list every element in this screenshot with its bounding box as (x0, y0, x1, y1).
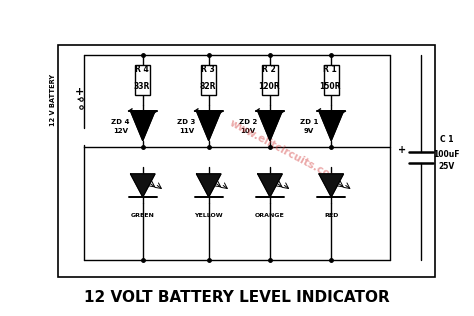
Text: www.elitcircuits.com: www.elitcircuits.com (228, 118, 341, 185)
Bar (135, 65, 150, 95)
Polygon shape (130, 111, 155, 141)
Text: R 3: R 3 (201, 65, 215, 74)
Text: 82R: 82R (200, 82, 216, 91)
Bar (263, 65, 277, 95)
Text: R 1: R 1 (323, 65, 337, 74)
Polygon shape (319, 174, 344, 197)
Text: 12 V BATTERY: 12 V BATTERY (50, 74, 56, 126)
Bar (201, 65, 216, 95)
Text: ORANGE: ORANGE (255, 213, 285, 218)
Text: ZD 4: ZD 4 (111, 119, 130, 125)
Bar (324, 65, 339, 95)
Text: 12 VOLT BATTERY LEVEL INDICATOR: 12 VOLT BATTERY LEVEL INDICATOR (84, 290, 390, 305)
Text: 9V: 9V (304, 128, 314, 134)
Text: ZD 3: ZD 3 (177, 119, 196, 125)
Bar (58, 45, 435, 277)
Text: +: + (398, 145, 406, 155)
Polygon shape (319, 111, 344, 141)
Polygon shape (197, 111, 221, 141)
Text: R 4: R 4 (135, 65, 149, 74)
Text: YELLOW: YELLOW (194, 213, 223, 218)
Text: RED: RED (324, 213, 338, 218)
Text: ZD 2: ZD 2 (239, 119, 257, 125)
Text: R 2: R 2 (262, 65, 276, 74)
Text: 150R: 150R (319, 82, 341, 91)
Text: 25V: 25V (438, 162, 455, 171)
Text: C 1: C 1 (440, 136, 454, 144)
Text: 12V: 12V (113, 128, 128, 134)
Polygon shape (197, 174, 221, 197)
Text: 120R: 120R (258, 82, 280, 91)
Text: 10V: 10V (240, 128, 255, 134)
Text: GREEN: GREEN (131, 213, 155, 218)
Polygon shape (258, 174, 282, 197)
Text: ZD 1: ZD 1 (300, 119, 318, 125)
Text: -: - (77, 93, 82, 106)
Text: +: + (74, 87, 84, 96)
Text: 11V: 11V (179, 128, 194, 134)
Text: 100uF: 100uF (433, 149, 460, 159)
Text: 33R: 33R (134, 82, 150, 91)
Polygon shape (258, 111, 282, 141)
Polygon shape (130, 174, 155, 197)
